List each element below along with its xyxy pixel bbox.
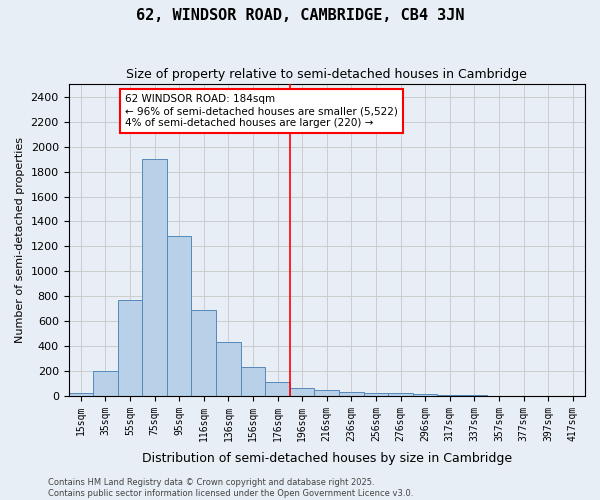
Text: Contains HM Land Registry data © Crown copyright and database right 2025.
Contai: Contains HM Land Registry data © Crown c… xyxy=(48,478,413,498)
Bar xyxy=(118,300,142,396)
Bar xyxy=(413,394,437,396)
Bar xyxy=(241,368,265,396)
Bar xyxy=(93,371,118,396)
X-axis label: Distribution of semi-detached houses by size in Cambridge: Distribution of semi-detached houses by … xyxy=(142,452,512,465)
Bar xyxy=(142,159,167,396)
Bar xyxy=(388,394,413,396)
Bar xyxy=(314,390,339,396)
Text: 62 WINDSOR ROAD: 184sqm
← 96% of semi-detached houses are smaller (5,522)
4% of : 62 WINDSOR ROAD: 184sqm ← 96% of semi-de… xyxy=(125,94,398,128)
Y-axis label: Number of semi-detached properties: Number of semi-detached properties xyxy=(15,137,25,343)
Title: Size of property relative to semi-detached houses in Cambridge: Size of property relative to semi-detach… xyxy=(127,68,527,80)
Bar xyxy=(68,393,93,396)
Bar xyxy=(437,394,462,396)
Bar xyxy=(364,393,388,396)
Bar xyxy=(339,392,364,396)
Bar xyxy=(216,342,241,396)
Bar xyxy=(290,388,314,396)
Bar xyxy=(167,236,191,396)
Bar xyxy=(265,382,290,396)
Bar xyxy=(191,310,216,396)
Text: 62, WINDSOR ROAD, CAMBRIDGE, CB4 3JN: 62, WINDSOR ROAD, CAMBRIDGE, CB4 3JN xyxy=(136,8,464,22)
